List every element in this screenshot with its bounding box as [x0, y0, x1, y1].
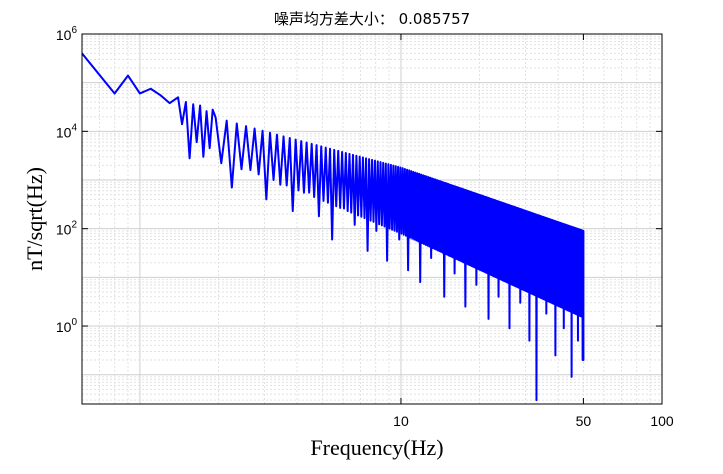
- y-tick-label: 106: [56, 25, 78, 43]
- y-tick-label: 104: [56, 122, 78, 140]
- x-tick-label: 50: [576, 413, 592, 429]
- tick-marks: [82, 33, 663, 404]
- y-tick-label: 102: [56, 220, 78, 238]
- y-tick-labels: 100 102 104 106: [56, 25, 78, 335]
- plot-area: [82, 52, 585, 402]
- y-tick-label: 100: [56, 317, 78, 335]
- x-tick-labels: 10 50 100: [393, 413, 674, 429]
- series-line: [82, 52, 585, 402]
- x-tick-label: 100: [650, 413, 674, 429]
- axes-box: [81, 33, 663, 405]
- x-tick-label: 10: [393, 413, 409, 429]
- x-axis-label: Frequency(Hz): [310, 435, 443, 460]
- chart-title: 噪声均方差大小： 0.085757: [274, 10, 470, 28]
- grid: [81, 34, 662, 404]
- y-axis-label: nT/sqrt(Hz): [22, 167, 47, 271]
